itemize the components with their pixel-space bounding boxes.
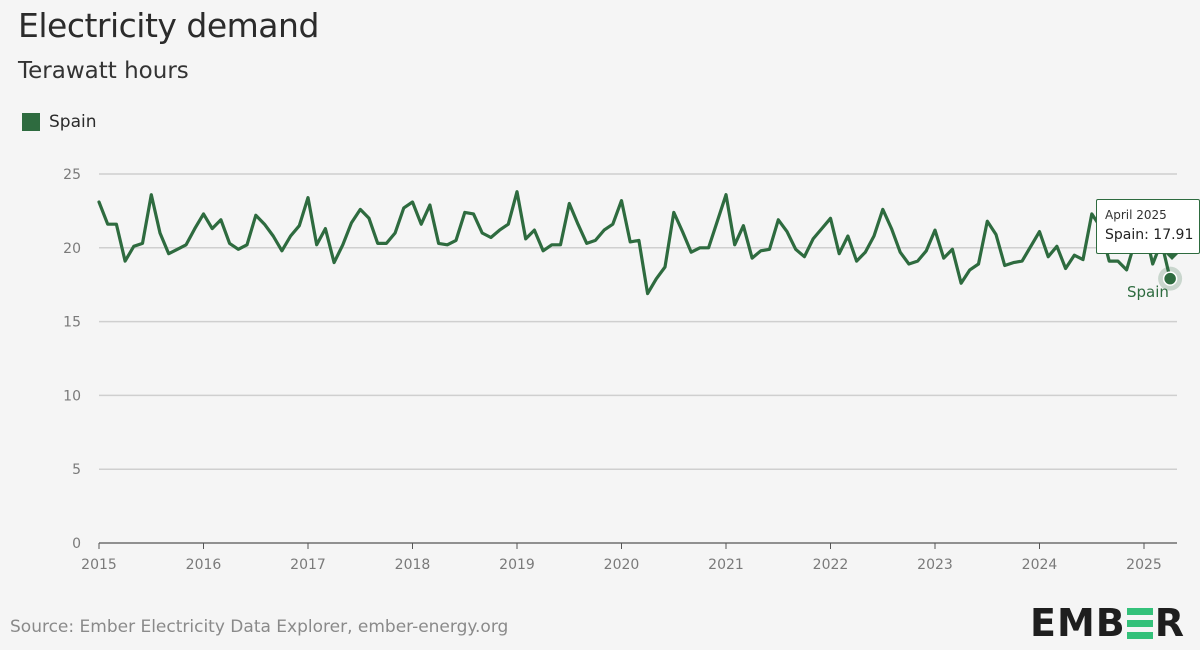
legend[interactable]: Spain: [22, 112, 97, 132]
x-axis: 2015 2016 2017 2018 2019 2020 2021 2022 2023 2024…: [81, 543, 1162, 573]
y-tick-label: 5: [72, 462, 81, 478]
x-tick-label: 2018: [395, 557, 431, 573]
legend-swatch-spain: [22, 113, 40, 131]
highlight-point[interactable]: [1158, 266, 1183, 291]
x-tick-label: 2024: [1022, 557, 1058, 573]
logo-e-bars-icon: [1126, 607, 1153, 639]
highlight-dot[interactable]: [1162, 271, 1178, 286]
x-tick-label: 2017: [290, 557, 326, 573]
x-tick-label: 2019: [499, 557, 535, 573]
series-spain[interactable]: [97, 190, 1172, 296]
y-tick-label: 15: [63, 315, 81, 331]
y-tick-label: 0: [72, 536, 81, 552]
series-end-label: Spain: [1127, 283, 1169, 301]
x-tick-label: 2025: [1126, 557, 1162, 573]
chart-subtitle: Terawatt hours: [18, 58, 189, 84]
x-tick-label: 2016: [186, 557, 222, 573]
chart-title: Electricity demand: [18, 6, 319, 45]
x-tick-label: 2020: [604, 557, 640, 573]
x-tick-label: 2015: [81, 557, 117, 573]
logo-text-left: EMB: [1030, 601, 1126, 645]
legend-label-spain: Spain: [49, 112, 97, 132]
data-tooltip: April 2025 Spain: 17.91: [1096, 199, 1200, 254]
tooltip-pointer: [1165, 253, 1179, 260]
x-tick-label: 2021: [708, 557, 744, 573]
y-tick-label: 10: [63, 388, 81, 404]
grid-lines: [99, 173, 1177, 544]
tooltip-value: Spain: 17.91: [1105, 227, 1194, 243]
tooltip-date: April 2025: [1105, 208, 1167, 222]
y-tick-label: 25: [63, 167, 81, 183]
x-tick-label: 2023: [917, 557, 953, 573]
y-axis: 0 5 10 15 20 25: [63, 167, 81, 552]
ember-logo[interactable]: EMB R: [1030, 601, 1185, 645]
x-tick-label: 2022: [813, 557, 849, 573]
source-note[interactable]: Source: Ember Electricity Data Explorer,…: [10, 617, 509, 637]
logo-text-right: R: [1154, 601, 1186, 645]
y-tick-label: 20: [63, 241, 81, 257]
series-line-spain[interactable]: [97, 190, 1172, 296]
